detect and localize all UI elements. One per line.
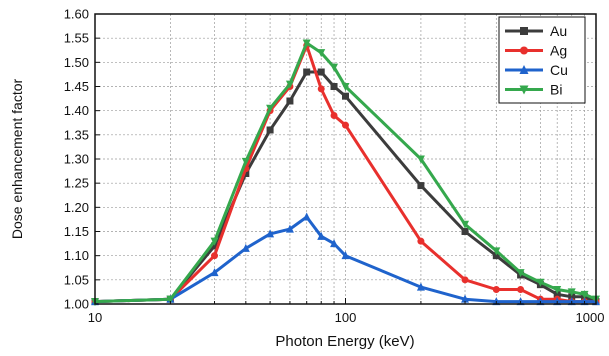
- data-point: [492, 252, 500, 260]
- legend-item-cu: Cu: [505, 62, 568, 78]
- data-point: [317, 85, 325, 93]
- axis-ticks: 1.00 1.05 1.10 1.15 1.20 1.25 1.30 1.35 1.40 1.45…: [64, 7, 605, 326]
- x-tick-label: 1000: [576, 310, 605, 325]
- y-tick-label: 1.20: [64, 200, 89, 215]
- data-point: [285, 80, 294, 89]
- data-point: [519, 65, 529, 74]
- data-point: [303, 68, 311, 76]
- data-point: [492, 286, 500, 293]
- data-point: [241, 243, 250, 252]
- data-point: [166, 295, 175, 304]
- data-point: [342, 92, 349, 100]
- legend: Au Ag Cu Bi: [498, 16, 586, 104]
- data-point: [553, 290, 561, 298]
- data-point: [567, 288, 576, 297]
- data-point: [461, 276, 469, 284]
- data-point: [520, 46, 528, 55]
- data-point: [302, 39, 311, 48]
- y-tick-label: 1.15: [64, 224, 89, 239]
- data-point: [286, 97, 294, 105]
- data-point: [317, 231, 326, 240]
- data-point: [266, 229, 275, 238]
- data-point: [461, 294, 470, 303]
- data-point: [317, 49, 326, 58]
- legend-item-au: Au: [505, 23, 567, 39]
- data-point: [517, 286, 525, 293]
- x-tick-label: 100: [335, 310, 357, 325]
- data-point: [211, 242, 219, 250]
- y-tick-label: 1.55: [64, 31, 89, 46]
- data-point: [241, 157, 250, 166]
- data-point: [417, 182, 425, 190]
- data-point: [330, 63, 339, 72]
- data-point: [330, 83, 338, 90]
- y-tick-label: 1.25: [64, 176, 89, 191]
- data-point: [341, 83, 350, 91]
- y-tick-label: 1.05: [64, 272, 89, 287]
- data-point: [536, 278, 545, 287]
- data-point: [341, 251, 350, 260]
- data-point: [519, 85, 529, 95]
- x-axis-title: Photon Energy (keV): [275, 333, 414, 350]
- y-tick-label: 1.60: [64, 7, 89, 22]
- data-point: [266, 126, 274, 134]
- legend-label: Au: [550, 23, 567, 39]
- y-tick-label: 1.35: [64, 127, 89, 142]
- data-point: [516, 269, 525, 278]
- data-point: [211, 252, 219, 260]
- data-point: [266, 104, 275, 113]
- data-point: [580, 290, 589, 299]
- y-tick-label: 1.40: [64, 103, 89, 118]
- y-tick-label: 1.30: [64, 152, 89, 167]
- legend-label: Ag: [550, 43, 567, 59]
- legend-label: Cu: [550, 62, 568, 78]
- y-tick-label: 1.50: [64, 55, 89, 70]
- y-axis-title: Dose enhancement factor: [9, 79, 25, 240]
- data-point: [210, 237, 219, 246]
- data-point: [242, 170, 250, 177]
- legend-label: Bi: [550, 82, 562, 98]
- data-point: [520, 27, 528, 35]
- data-point: [461, 220, 470, 229]
- data-point: [330, 239, 339, 248]
- y-tick-label: 1.00: [64, 297, 89, 312]
- data-point: [342, 121, 349, 129]
- y-tick-label: 1.45: [64, 79, 89, 94]
- data-point: [417, 237, 425, 245]
- x-tick-label: 10: [88, 310, 102, 325]
- data-point: [461, 228, 469, 235]
- data-point: [568, 293, 576, 301]
- data-point: [210, 268, 219, 277]
- y-tick-label: 1.10: [64, 248, 89, 263]
- data-point: [317, 68, 325, 76]
- data-point: [302, 212, 311, 221]
- legend-item-bi: Bi: [505, 82, 562, 98]
- data-point: [330, 112, 338, 119]
- data-point: [416, 282, 425, 291]
- data-point: [285, 224, 294, 233]
- legend-item-ag: Ag: [505, 43, 567, 59]
- data-point: [492, 247, 501, 256]
- data-point: [553, 286, 562, 294]
- data-point: [416, 155, 425, 164]
